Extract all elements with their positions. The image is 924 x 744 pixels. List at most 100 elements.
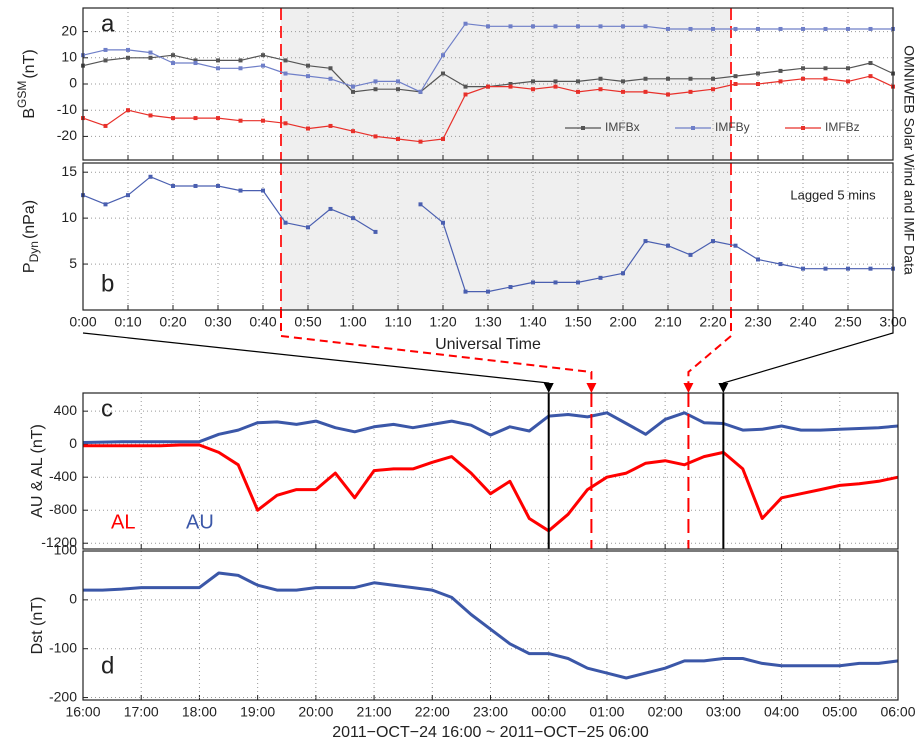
data-point xyxy=(756,26,760,31)
y-label-main: AU & AL (nT) xyxy=(29,424,46,518)
x-tick-label: 2:10 xyxy=(654,314,681,330)
data-point xyxy=(261,53,265,58)
x-tick-label: 0:20 xyxy=(159,314,186,330)
y-label-unit: (nPa) xyxy=(21,200,38,239)
data-point xyxy=(643,239,648,244)
data-point xyxy=(778,26,783,31)
data-point xyxy=(418,202,423,207)
data-point xyxy=(126,193,130,198)
plot-background xyxy=(83,393,898,549)
data-point xyxy=(711,76,715,81)
data-point xyxy=(621,79,625,84)
data-point xyxy=(328,123,333,128)
data-point xyxy=(823,266,828,271)
data-point xyxy=(508,285,513,290)
data-point xyxy=(126,55,130,60)
y-tick-label: -800 xyxy=(49,501,77,517)
data-point xyxy=(306,63,310,68)
data-point xyxy=(126,108,130,113)
data-point xyxy=(306,126,310,131)
data-point xyxy=(531,24,535,29)
y-tick-label: -200 xyxy=(49,688,77,704)
data-point xyxy=(261,118,265,123)
data-point xyxy=(486,84,490,89)
data-point xyxy=(531,87,535,92)
connector-arrow xyxy=(683,383,694,393)
x-tick-label: 03:00 xyxy=(706,704,741,720)
legend-label: IMFBx xyxy=(605,120,640,134)
series-line xyxy=(83,571,899,680)
plot-frame xyxy=(82,7,894,161)
data-point xyxy=(576,89,580,94)
data-point xyxy=(846,79,850,84)
data-point xyxy=(711,26,715,31)
y-tick-label: -400 xyxy=(49,468,77,484)
annotation: Lagged 5 mins xyxy=(790,187,876,202)
data-point xyxy=(441,137,445,142)
x-tick-label: 1:10 xyxy=(384,314,411,330)
y-tick-label: 15 xyxy=(61,163,77,179)
y-axis-label: BGSM (nT) xyxy=(15,49,38,118)
data-point xyxy=(508,82,513,86)
series-line xyxy=(83,443,899,533)
y-label-main: B xyxy=(21,108,38,119)
data-point xyxy=(396,87,400,92)
data-point xyxy=(756,82,760,86)
x-tick-label: 19:00 xyxy=(240,704,275,720)
data-point xyxy=(328,66,333,71)
data-point xyxy=(238,66,243,71)
x-tick-label: 05:00 xyxy=(822,704,857,720)
data-point xyxy=(621,24,625,29)
data-point xyxy=(711,239,715,244)
y-label-sub: Dyn xyxy=(27,241,41,262)
panel-letter: b xyxy=(101,270,114,297)
x-tick-label: 1:40 xyxy=(519,314,546,330)
series-line xyxy=(82,411,899,444)
x-tick-label: 2:20 xyxy=(699,314,726,330)
data-point xyxy=(778,262,783,267)
data-point xyxy=(553,84,558,89)
y-tick-label: 400 xyxy=(54,402,78,418)
legend-label: IMFBz xyxy=(825,120,860,134)
data-point xyxy=(193,183,198,188)
data-point xyxy=(238,58,243,63)
y-tick-label: 100 xyxy=(54,542,78,558)
x-axis-label: 2011−OCT−24 16:00 ~ 2011−OCT−25 06:00 xyxy=(332,724,649,741)
x-tick-label: 1:00 xyxy=(339,314,366,330)
data-point xyxy=(553,280,558,285)
data-point xyxy=(801,266,805,271)
data-point xyxy=(396,137,400,142)
data-point xyxy=(148,174,153,179)
data-point xyxy=(868,266,873,271)
data-point xyxy=(801,26,805,31)
x-tick-label: 20:00 xyxy=(298,704,333,720)
x-tick-label: 21:00 xyxy=(357,704,392,720)
data-point xyxy=(283,220,288,225)
data-point xyxy=(598,275,603,280)
data-point xyxy=(193,116,198,121)
data-point xyxy=(846,66,850,71)
data-point xyxy=(148,113,153,118)
data-point xyxy=(733,82,738,86)
data-point xyxy=(238,188,243,193)
data-point xyxy=(328,76,333,81)
data-point xyxy=(666,26,670,31)
y-axis-label: AU & AL (nT) xyxy=(29,424,46,518)
y-tick-label: 0 xyxy=(69,435,77,451)
x-tick-label: 23:00 xyxy=(473,704,508,720)
x-tick-label: 2:00 xyxy=(609,314,636,330)
data-point xyxy=(823,66,828,71)
data-point xyxy=(103,47,108,52)
data-point xyxy=(711,87,715,92)
data-point xyxy=(216,183,220,188)
x-tick-label: 1:50 xyxy=(564,314,591,330)
x-tick-label: 18:00 xyxy=(182,704,217,720)
plot-frame xyxy=(82,550,899,701)
data-point xyxy=(598,87,603,92)
data-point xyxy=(598,76,603,81)
connector xyxy=(280,310,593,384)
data-point xyxy=(216,66,220,71)
data-point xyxy=(688,76,693,81)
data-point xyxy=(351,129,355,134)
legend-label: AU xyxy=(186,511,214,533)
